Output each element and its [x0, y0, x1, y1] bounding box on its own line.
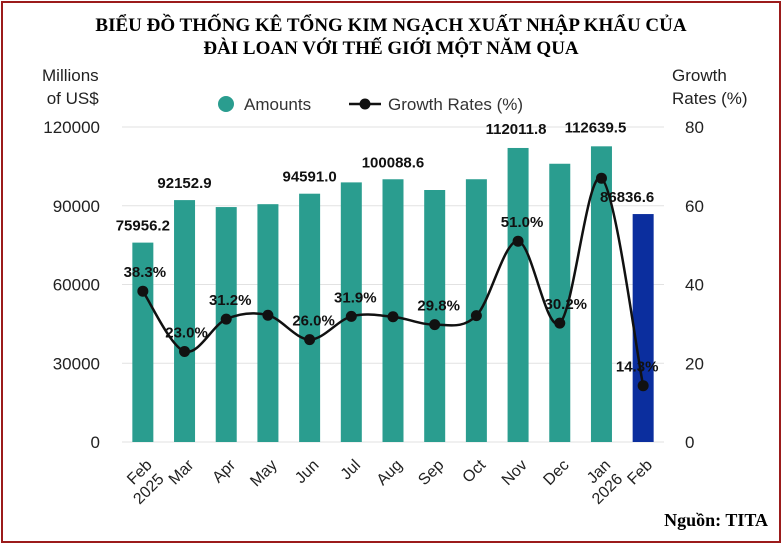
y-left-tick-label: 0 — [91, 433, 100, 452]
y-right-tick-label: 0 — [685, 433, 694, 452]
x-tick-label: Jul — [338, 457, 364, 483]
y-right-tick-label: 20 — [685, 354, 704, 373]
bar-amount — [590, 146, 612, 442]
growth-rate-point — [387, 311, 399, 323]
growth-rate-point — [637, 380, 649, 392]
y-right-axis-title-line1: Growth — [672, 66, 727, 85]
y-left-tick-label: 60000 — [53, 276, 100, 295]
legend-label-growth: Growth Rates (%) — [388, 95, 523, 114]
growth-data-label: 26.0% — [292, 313, 335, 330]
growth-rate-point — [512, 235, 524, 247]
growth-data-label: 23.0% — [165, 324, 208, 341]
amount-data-label: 92152.9 — [157, 175, 211, 192]
x-tick-label: Oct — [460, 456, 490, 486]
growth-data-label: 29.8% — [417, 298, 460, 315]
legend-swatch-growth-dot — [359, 98, 371, 110]
growth-rate-point — [137, 285, 149, 297]
x-tick-label: Apr — [209, 456, 239, 486]
y-left-axis-title-line1: Millions — [42, 66, 99, 85]
amount-data-label: 75956.2 — [116, 218, 170, 235]
bar-amount — [549, 163, 571, 442]
amount-data-label: 94591.0 — [282, 169, 336, 186]
chart-title: BIỂU ĐỒ THỐNG KÊ TỔNG KIM NGẠCH XUẤT NHẬ… — [0, 14, 782, 60]
growth-rate-point — [470, 310, 482, 322]
y-right-tick-label: 40 — [685, 276, 704, 295]
y-left-axis-title: Millions of US$ — [42, 64, 99, 110]
x-tick-label: Sep — [415, 457, 447, 489]
x-tick-label: May — [247, 457, 280, 490]
x-tick-label: Jun — [292, 457, 322, 487]
bar-amount — [257, 204, 279, 442]
y-right-axis-title-line2: Rates (%) — [672, 89, 748, 108]
bar-amount — [382, 179, 404, 442]
legend-swatch-amounts — [218, 96, 234, 112]
bar-amount — [174, 200, 196, 442]
y-right-axis-title: Growth Rates (%) — [672, 64, 748, 110]
amount-data-label: 112011.8 — [486, 121, 547, 138]
y-left-tick-label: 120000 — [43, 118, 100, 137]
x-tick-label: Nov — [499, 457, 531, 489]
source-note: Nguồn: TITA — [664, 510, 768, 530]
growth-data-label: 31.9% — [334, 289, 377, 306]
growth-rate-point — [429, 319, 441, 331]
amount-data-label: 100088.6 — [362, 154, 425, 171]
x-tick-label: Feb — [624, 457, 656, 489]
growth-data-label: 14.3% — [616, 359, 659, 376]
growth-data-label: 51.0% — [501, 214, 544, 231]
y-left-tick-label: 30000 — [53, 354, 100, 373]
growth-rate-point — [304, 334, 316, 346]
growth-data-label: 30.2% — [544, 296, 587, 313]
growth-rate-point — [262, 309, 274, 321]
growth-rate-point — [595, 172, 607, 184]
bar-amount — [507, 147, 529, 442]
x-tick-label: Mar — [166, 456, 198, 488]
chart-title-line1: BIỂU ĐỒ THỐNG KÊ TỔNG KIM NGẠCH XUẤT NHẬ… — [95, 15, 687, 36]
growth-rate-point — [179, 345, 191, 357]
chart-title-line2: ĐÀI LOAN VỚI THẾ GIỚI MỘT NĂM QUA — [203, 38, 579, 59]
amount-data-label: 112639.5 — [565, 119, 627, 136]
legend-label-amounts: Amounts — [244, 95, 311, 114]
growth-rate-point — [345, 310, 357, 322]
bar-amount — [299, 193, 321, 442]
x-tick-label: Aug — [374, 457, 406, 489]
bar-amount — [632, 214, 654, 442]
growth-rate-point — [554, 317, 566, 329]
growth-rate-point — [220, 313, 232, 325]
amount-data-label: 86836.6 — [600, 189, 654, 206]
growth-data-label: 38.3% — [124, 264, 167, 281]
y-right-tick-label: 60 — [685, 197, 704, 216]
bar-amount — [424, 190, 446, 442]
growth-data-label: 31.2% — [209, 292, 252, 309]
y-right-tick-label: 80 — [685, 118, 704, 137]
x-tick-label: Dec — [540, 457, 572, 489]
y-left-tick-label: 90000 — [53, 197, 100, 216]
y-left-axis-title-line2: of US$ — [46, 89, 99, 108]
